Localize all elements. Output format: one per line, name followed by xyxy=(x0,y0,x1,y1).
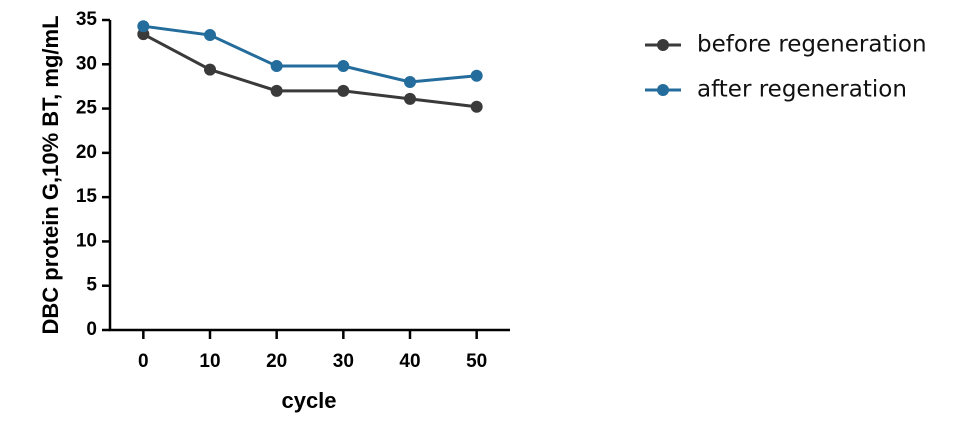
x-tick-label: 30 xyxy=(333,351,354,372)
data-point xyxy=(137,20,150,33)
x-tick-label: 10 xyxy=(199,351,220,372)
x-ticks: 0 10 20 30 40 50 xyxy=(138,330,487,372)
y-tick-label: 25 xyxy=(76,98,98,119)
axes xyxy=(108,20,510,332)
series-line-before-regeneration xyxy=(142,32,477,109)
y-tick-label: 0 xyxy=(86,319,97,340)
legend-label: before regeneration xyxy=(697,32,927,58)
y-tick-label: 30 xyxy=(76,53,97,74)
series-line-after-regeneration xyxy=(143,24,477,84)
legend-label: after regeneration xyxy=(697,77,907,103)
y-tick-label: 15 xyxy=(76,186,98,207)
y-tick-label: 10 xyxy=(76,230,97,251)
legend-swatch-marker xyxy=(657,39,669,51)
series-group xyxy=(137,20,483,113)
y-axis-title: DBC protein G,10% BT, mg/mL xyxy=(38,15,63,334)
y-tick-label: 20 xyxy=(76,142,97,163)
legend-item: after regeneration xyxy=(645,77,907,103)
legend: before regeneration after regeneration xyxy=(645,32,927,103)
data-point xyxy=(404,92,416,105)
x-tick-label: 40 xyxy=(399,351,420,372)
x-tick-label: 0 xyxy=(138,351,149,372)
data-point xyxy=(337,84,350,97)
data-point xyxy=(404,76,416,88)
y-tick-label: 35 xyxy=(76,9,98,30)
data-point xyxy=(204,29,216,42)
y-tick-label: 5 xyxy=(86,275,97,296)
data-point xyxy=(204,63,216,76)
series-before-regeneration xyxy=(137,28,483,113)
y-ticks: 0 5 10 15 20 25 30 35 xyxy=(76,9,110,340)
data-point xyxy=(470,100,483,113)
data-point xyxy=(470,69,483,82)
data-point xyxy=(270,60,283,73)
x-tick-label: 50 xyxy=(466,351,487,372)
legend-item: before regeneration xyxy=(645,32,927,58)
x-tick-label: 20 xyxy=(266,351,287,372)
legend-swatch-marker xyxy=(657,84,669,96)
data-point xyxy=(270,84,283,97)
series-after-regeneration xyxy=(137,20,483,88)
x-axis-title: cycle xyxy=(281,388,336,413)
data-point xyxy=(337,60,350,73)
